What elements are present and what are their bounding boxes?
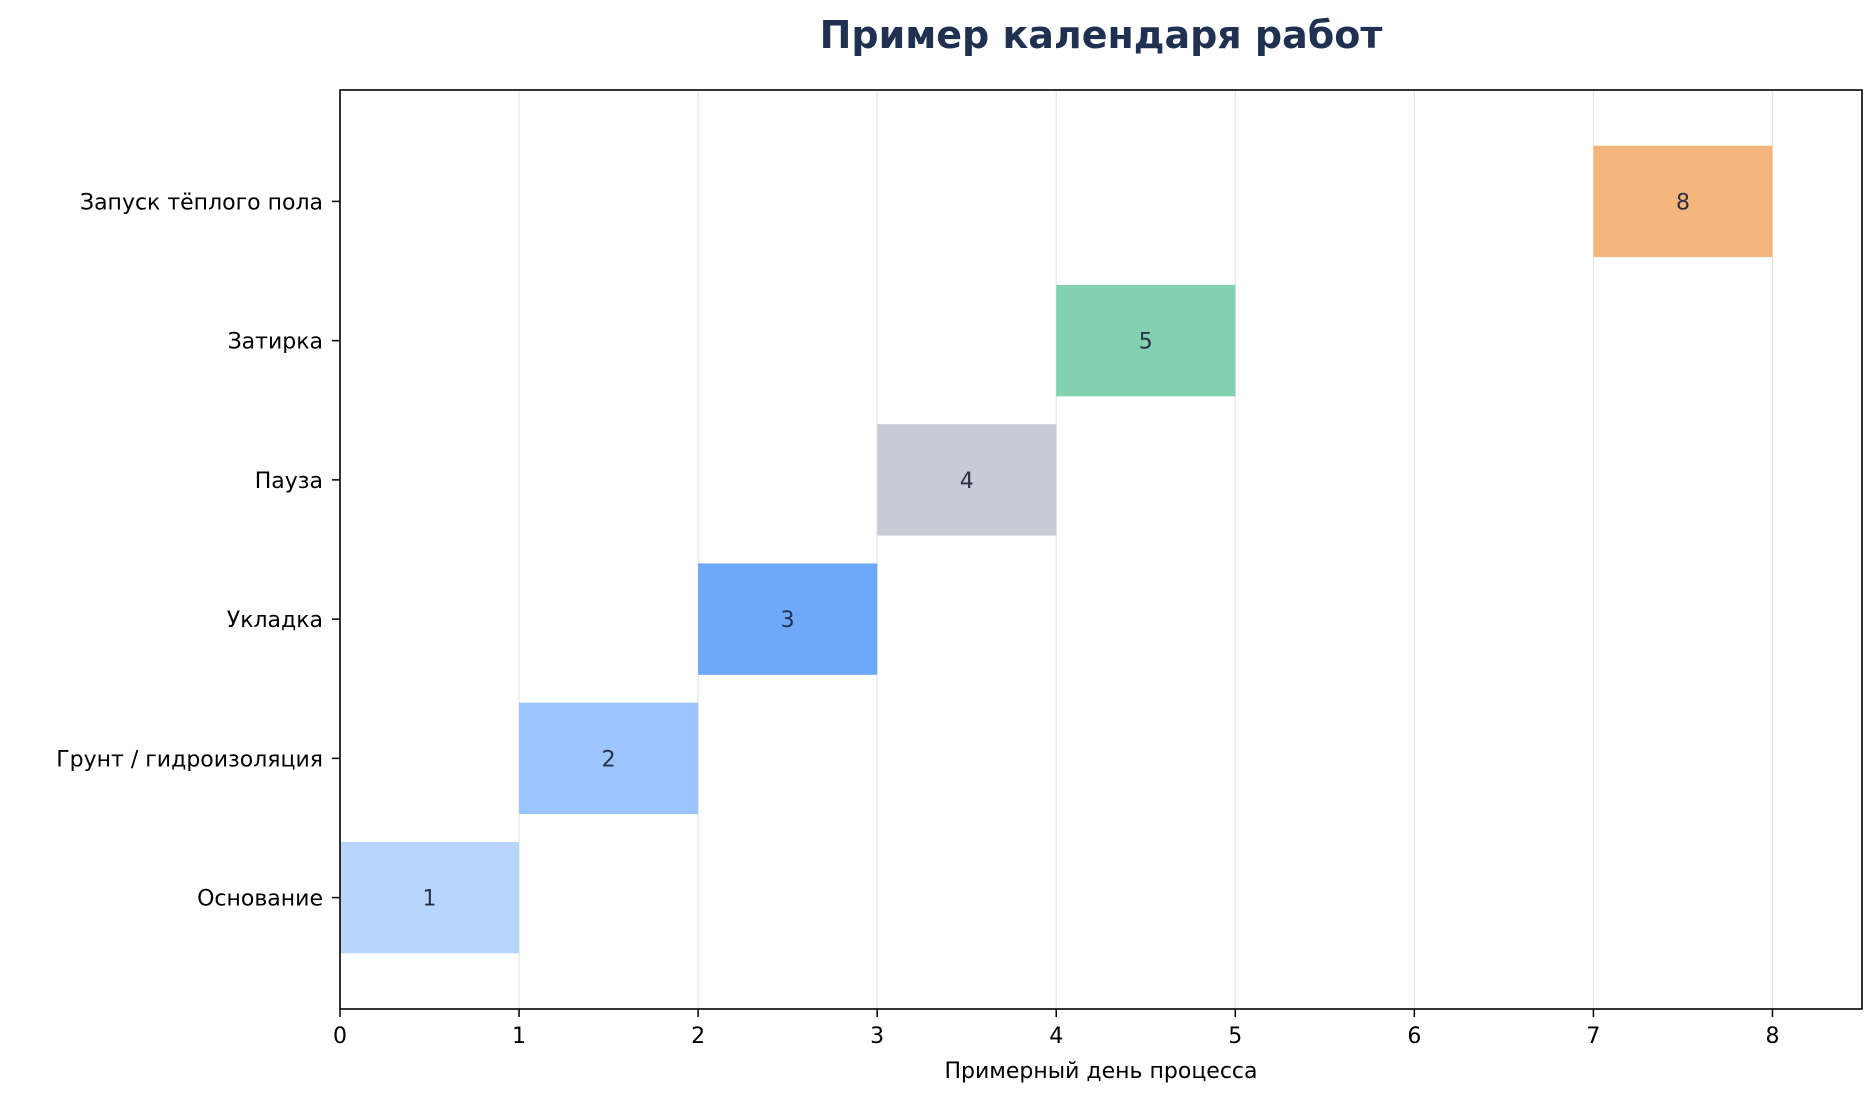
task-bar xyxy=(340,841,520,954)
x-tick-label: 4 xyxy=(1049,1024,1063,1049)
task-bar xyxy=(698,563,878,675)
grid xyxy=(339,90,1774,1009)
task-day-label: 3 xyxy=(781,608,795,633)
chart-title: Пример календаря работ xyxy=(820,13,1383,57)
task-bar xyxy=(519,702,699,815)
task-day-label: 4 xyxy=(960,469,974,494)
task-day-label: 5 xyxy=(1139,330,1153,355)
x-tick-label: 8 xyxy=(1765,1024,1779,1049)
y-tick-label: Укладка xyxy=(227,608,323,633)
x-tick-label: 0 xyxy=(333,1024,347,1049)
task-bar xyxy=(877,424,1057,536)
task-bar xyxy=(1056,284,1236,397)
x-axis-ticks: 0 1 2 3 4 5 6 7 8 xyxy=(333,1009,1779,1049)
y-tick-label: Запуск тёплого пола xyxy=(80,190,323,215)
task-day-label: 8 xyxy=(1676,190,1690,215)
y-tick-label: Пауза xyxy=(255,469,323,494)
x-tick-label: 3 xyxy=(870,1024,884,1049)
y-tick-label: Основание xyxy=(197,887,323,912)
task-bar xyxy=(1593,145,1773,258)
y-tick-label: Затирка xyxy=(228,330,323,355)
x-tick-label: 2 xyxy=(691,1024,705,1049)
bars: 1 2 3 4 5 8 xyxy=(340,145,1773,954)
x-tick-label: 1 xyxy=(512,1024,526,1049)
x-axis-label: Примерный день процесса xyxy=(944,1059,1257,1084)
task-day-label: 1 xyxy=(423,887,437,912)
x-tick-label: 6 xyxy=(1407,1024,1421,1049)
y-axis-ticks: Основание Грунт / гидроизоляция Укладка Пау… xyxy=(56,190,340,912)
x-tick-label: 7 xyxy=(1586,1024,1600,1049)
x-tick-label: 5 xyxy=(1228,1024,1242,1049)
task-day-label: 2 xyxy=(602,747,616,772)
y-tick-label: Грунт / гидроизоляция xyxy=(56,747,323,772)
plot-frame xyxy=(339,89,1863,1010)
